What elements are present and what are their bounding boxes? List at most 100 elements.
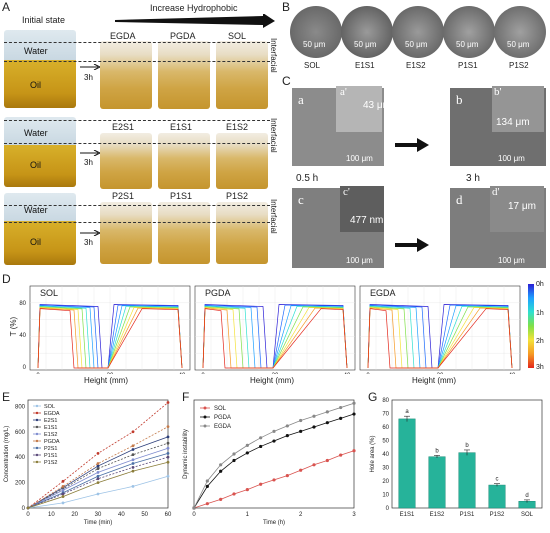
f-data-point bbox=[205, 479, 209, 483]
panel-label-d: D bbox=[2, 272, 11, 286]
panel-label-a: A bbox=[2, 0, 11, 14]
f-data-point bbox=[245, 488, 249, 492]
b-label-e1s1: E1S1 bbox=[355, 61, 375, 70]
f-legend-label: EGDA bbox=[214, 424, 231, 430]
f-data-point bbox=[285, 434, 289, 438]
e-data-point bbox=[131, 462, 135, 465]
f-xtick: 1 bbox=[246, 512, 250, 518]
row2-label-0: E2S1 bbox=[112, 122, 135, 132]
f-xtick: 3 bbox=[352, 512, 356, 518]
d-xtick: 40 bbox=[344, 373, 351, 374]
interfacial-line bbox=[4, 222, 270, 223]
g-ytick: 70 bbox=[382, 412, 389, 418]
panel-label-f: F bbox=[182, 390, 190, 404]
e-data-point bbox=[61, 488, 65, 492]
g-xtick: E1S2 bbox=[430, 512, 445, 518]
e-ylabel: Concentration (mg/L) bbox=[4, 426, 10, 482]
f-data-point bbox=[312, 414, 316, 418]
e-data-point bbox=[96, 474, 100, 478]
d-xtick: 20 bbox=[272, 373, 279, 374]
e-data-point bbox=[26, 506, 30, 510]
e-legend-label: E1S2 bbox=[44, 432, 57, 438]
e-ytick: 800 bbox=[15, 404, 26, 410]
e-data-point bbox=[166, 441, 170, 445]
initial-jar-3 bbox=[4, 193, 76, 265]
g-ytick: 10 bbox=[382, 493, 389, 499]
measure-d: 17 μm bbox=[508, 201, 536, 212]
e-legend-label: P1S2 bbox=[44, 460, 57, 466]
b-label-e1s2: E1S2 bbox=[406, 61, 426, 70]
f-data-point bbox=[219, 497, 223, 501]
e-legend-marker bbox=[35, 460, 39, 464]
panel-label-b: B bbox=[282, 0, 291, 14]
measure-b: 134 μm bbox=[496, 117, 530, 128]
d-curve bbox=[37, 308, 183, 369]
g-ytick: 80 bbox=[382, 398, 389, 404]
d-title-pgda: PGDA bbox=[205, 288, 231, 298]
d-curve bbox=[202, 308, 348, 369]
time-label-3: 3h bbox=[84, 238, 93, 247]
g-bar bbox=[458, 452, 476, 509]
e-data-point bbox=[96, 462, 100, 465]
interfacial-line bbox=[4, 42, 270, 43]
e-data-point bbox=[61, 479, 65, 483]
c-label-c-prime: c' bbox=[343, 186, 350, 198]
time-label-05h: 0.5 h bbox=[296, 173, 319, 184]
oil-label-2: Oil bbox=[30, 160, 41, 170]
chart-g: a E1S1 b E1S2 b P1S1 c P1S2 d SOL 0 10 20 30 40 50 60 70 8… bbox=[370, 398, 543, 518]
f-data-point bbox=[339, 416, 343, 420]
d-xtick: 20 bbox=[107, 373, 114, 374]
g-sig-letter: b bbox=[435, 448, 439, 454]
f-ylabel: Dynamic instability bbox=[183, 429, 189, 479]
f-data-point bbox=[352, 401, 356, 405]
sem-image-a-inset bbox=[336, 86, 382, 132]
interfacial-label-2: Interfacial bbox=[269, 118, 278, 153]
d-xtick: 0 bbox=[366, 373, 370, 374]
f-data-point bbox=[272, 478, 276, 482]
e-data-point bbox=[131, 448, 135, 451]
f-legend-label: PGDA bbox=[214, 415, 231, 421]
row2-label-1: E1S1 bbox=[170, 122, 193, 132]
d-ytick: 40 bbox=[19, 333, 26, 339]
g-ytick: 60 bbox=[382, 425, 389, 431]
b-label-p1s2: P1S2 bbox=[509, 61, 529, 70]
e-data-point bbox=[131, 430, 135, 434]
water-label-2: Water bbox=[24, 128, 48, 138]
e-legend-label: E2S1 bbox=[44, 418, 57, 424]
f-legend-marker bbox=[203, 415, 207, 419]
d-ytick: 0 bbox=[23, 365, 27, 371]
e-legend-label: EGDA bbox=[44, 411, 60, 417]
e-xtick: 20 bbox=[71, 512, 78, 518]
e-legend-label: P1S1 bbox=[44, 453, 57, 459]
scale-bar-label: 50 μm bbox=[405, 40, 428, 49]
interfacial-line bbox=[4, 143, 270, 144]
f-data-point bbox=[192, 506, 196, 510]
f-legend-marker bbox=[203, 424, 207, 428]
f-data-point bbox=[219, 469, 223, 473]
colorbar-1h: 1h bbox=[536, 310, 544, 317]
f-data-point bbox=[259, 482, 263, 486]
jar-sol bbox=[216, 41, 268, 109]
e-data-point bbox=[166, 451, 170, 455]
e-data-point bbox=[131, 444, 135, 448]
e-legend-marker bbox=[35, 446, 39, 450]
colorbar-2h: 2h bbox=[536, 338, 544, 345]
c-label-a-prime: a' bbox=[340, 86, 347, 98]
d-xlabel-1: Height (mm) bbox=[84, 376, 129, 385]
time-label-2: 3h bbox=[84, 158, 93, 167]
f-data-point bbox=[272, 429, 276, 433]
f-data-point bbox=[232, 452, 236, 456]
arrow-icon bbox=[395, 138, 429, 152]
colorbar-3h: 3h bbox=[536, 364, 544, 371]
d-xtick: 0 bbox=[36, 373, 40, 374]
d-xtick: 40 bbox=[509, 373, 516, 374]
g-sig-letter: c bbox=[496, 477, 499, 483]
e-legend-marker bbox=[35, 439, 39, 443]
increase-arrow bbox=[115, 14, 275, 28]
c-label-d: d bbox=[456, 192, 463, 207]
e-data-point bbox=[96, 451, 100, 455]
b-label-p1s1: P1S1 bbox=[458, 61, 478, 70]
e-xtick: 50 bbox=[141, 512, 148, 518]
e-series-line bbox=[27, 456, 169, 509]
e-data-point bbox=[96, 471, 100, 474]
